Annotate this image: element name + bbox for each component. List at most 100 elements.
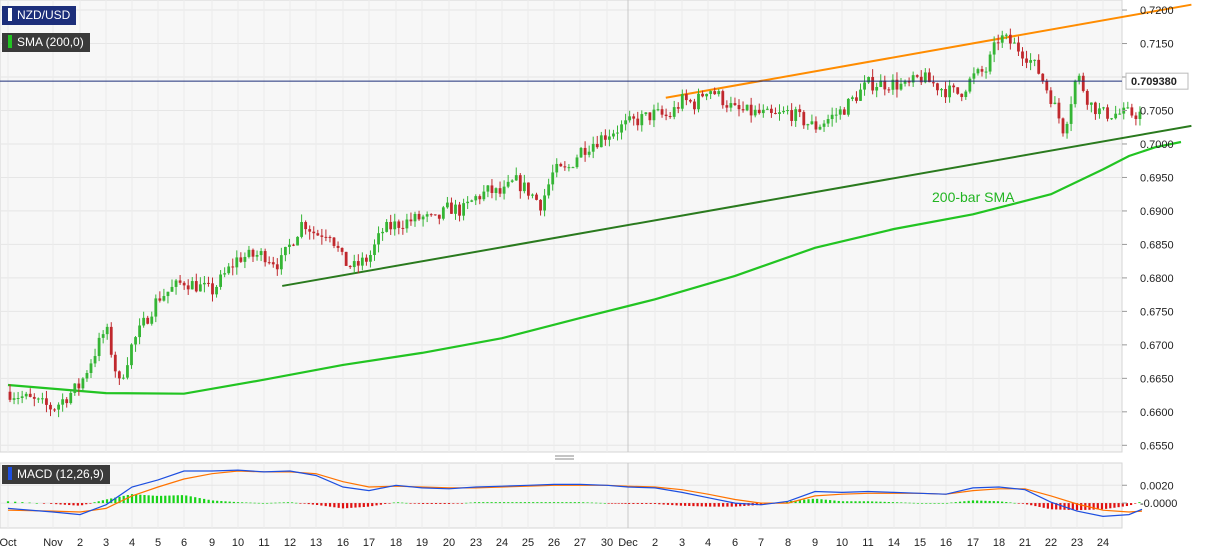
candle <box>790 103 794 127</box>
candle <box>749 97 753 123</box>
candle-body <box>1065 123 1069 134</box>
candle <box>1085 89 1089 110</box>
x-tick-label: 9 <box>812 537 818 549</box>
macd-histogram-bar <box>879 501 882 504</box>
x-tick-label: 14 <box>888 537 900 549</box>
symbol-legend[interactable]: NZD/USD <box>2 6 77 25</box>
candle-body <box>186 285 190 290</box>
y-tick-label: 0.7050 <box>1140 105 1174 117</box>
x-tick-label: 20 <box>443 537 455 549</box>
macd-histogram-bar <box>228 501 231 504</box>
candle-body <box>65 399 69 404</box>
candle <box>859 83 862 102</box>
candle-body <box>308 229 312 232</box>
candle-body <box>470 200 474 202</box>
candle-body <box>834 114 838 116</box>
candle <box>757 103 761 115</box>
candle <box>547 178 551 199</box>
macd-histogram-bar <box>328 503 332 507</box>
candle <box>940 87 943 97</box>
macd-histogram-bar <box>896 502 899 504</box>
macd-histogram-bar <box>607 503 610 504</box>
candle-body <box>915 75 919 77</box>
candle <box>328 235 332 243</box>
sma-legend[interactable]: SMA (200,0) <box>2 33 90 52</box>
candle <box>1118 108 1122 115</box>
candle-body <box>684 94 688 101</box>
macd-histogram-bar <box>713 503 716 507</box>
candle <box>1061 117 1065 137</box>
macd-histogram-bar <box>241 502 244 504</box>
candle <box>32 393 36 407</box>
candle-body <box>373 244 376 256</box>
macd-histogram-bar <box>837 500 840 504</box>
macd-histogram-bar <box>540 502 543 504</box>
candle-body <box>867 77 870 83</box>
macd-y-tick-label: -0.0000 <box>1140 498 1177 510</box>
macd-histogram-bar <box>862 501 865 504</box>
candle <box>57 402 60 418</box>
candle-body <box>194 281 198 292</box>
candle <box>1073 79 1077 108</box>
candle <box>397 219 401 235</box>
candle-body <box>324 236 328 238</box>
candle <box>158 291 162 303</box>
candle-body <box>174 280 178 287</box>
candle <box>1081 72 1085 93</box>
macd-histogram-bar <box>1096 503 1099 510</box>
candle-body <box>956 87 960 94</box>
candle <box>1114 105 1118 120</box>
candle <box>138 318 141 345</box>
macd-line <box>7 469 1143 518</box>
candle-body <box>304 222 308 230</box>
candle <box>344 251 348 266</box>
macd-histogram-bar <box>1021 503 1025 504</box>
candle <box>608 129 611 147</box>
candle-body <box>332 237 336 246</box>
x-tick-label: 27 <box>574 537 586 549</box>
candle-body <box>591 143 595 152</box>
candle <box>559 162 563 167</box>
candle <box>308 225 312 240</box>
macd-histogram-bar <box>362 503 365 507</box>
candle-body <box>713 91 717 95</box>
macd-histogram-bar <box>366 503 370 507</box>
candle <box>348 265 352 269</box>
candle-body <box>1134 115 1138 120</box>
candle-body <box>875 86 879 91</box>
x-tick-label: 2 <box>652 537 658 549</box>
macd-histogram-bar <box>1067 503 1070 510</box>
macd-histogram-bar <box>261 503 265 504</box>
candle <box>458 201 461 222</box>
candle <box>1106 104 1109 122</box>
candle <box>178 275 182 285</box>
candle <box>640 110 644 132</box>
candle-body <box>790 110 794 121</box>
macd-histogram-bar <box>992 501 995 504</box>
candle <box>1000 30 1004 48</box>
candle-body <box>393 221 397 230</box>
candle <box>498 181 502 198</box>
candle-body <box>883 80 887 90</box>
candle <box>393 213 397 236</box>
candle-body <box>547 184 551 196</box>
macd-histogram-bar <box>490 502 493 504</box>
candle-body <box>207 282 210 284</box>
candle <box>227 263 231 275</box>
candle <box>806 123 810 130</box>
candle-body <box>203 282 206 285</box>
candle <box>162 288 166 302</box>
candle-body <box>940 89 943 91</box>
candle <box>389 214 393 235</box>
candle <box>502 180 506 200</box>
macd-histogram-bar <box>820 499 823 504</box>
candle <box>45 390 48 413</box>
macd-histogram-bar <box>696 503 699 507</box>
candle-body <box>603 135 607 140</box>
macd-histogram-bar <box>401 502 404 504</box>
macd-legend[interactable]: MACD (12,26,9) <box>2 465 110 484</box>
candle-body <box>899 83 903 90</box>
x-tick-label: 5 <box>155 537 161 549</box>
macd-histogram-bar <box>194 497 197 504</box>
